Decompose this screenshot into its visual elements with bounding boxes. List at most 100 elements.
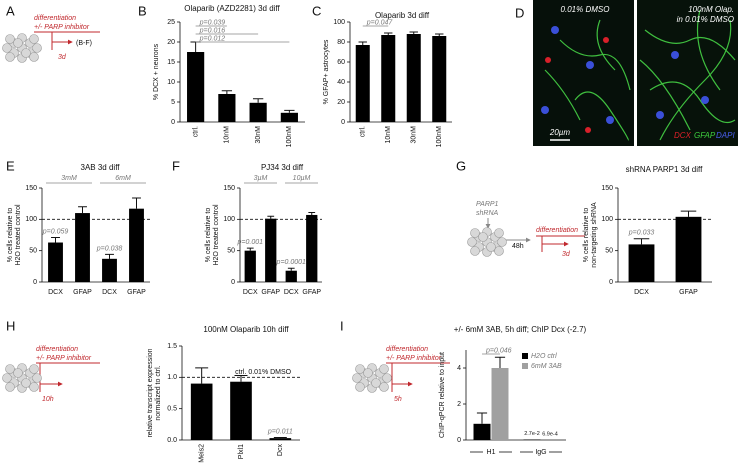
error-bar — [195, 367, 209, 384]
nucleus — [606, 116, 614, 124]
x-tick-label: 30nM — [411, 126, 418, 144]
cell — [13, 38, 23, 48]
error-bar — [234, 374, 248, 382]
y-tick-label: 10 — [167, 79, 175, 86]
panel-letter: E — [6, 158, 15, 173]
cell — [29, 34, 39, 44]
process — [574, 91, 629, 141]
cell — [5, 364, 15, 374]
error-bar — [384, 32, 393, 35]
cell — [363, 368, 373, 378]
chart-title: shRNA PARP1 3d diff — [626, 165, 703, 174]
diagram-text: 5h — [394, 396, 402, 403]
panel-letter: D — [515, 5, 524, 20]
y-tick-label: 20 — [337, 99, 345, 106]
cell — [486, 242, 496, 252]
scale-bar-label: 20µm — [549, 128, 571, 137]
x-tick-label: H1 — [487, 449, 496, 456]
bar — [285, 270, 297, 282]
diagram-text: PARP1 — [476, 201, 499, 208]
nucleus — [656, 111, 664, 119]
x-tick-label: GFAP — [73, 289, 92, 296]
process — [596, 19, 616, 71]
cell — [21, 48, 31, 58]
chart-title: PJ34 3d diff — [261, 163, 304, 172]
cell — [21, 378, 31, 388]
p-value: p=0.046 — [485, 347, 512, 354]
diagram-text: +/- PARP inhibitor — [386, 355, 442, 362]
chart-title: 3AB 3d diff — [81, 163, 121, 172]
p-value: p=0.059 — [42, 228, 69, 235]
p-value: p=0.039 — [199, 19, 226, 26]
bar — [355, 45, 370, 122]
bar — [102, 258, 117, 282]
group-label: 10µM — [293, 175, 311, 182]
panel-letter: B — [138, 3, 147, 18]
y-tick-label: 100 — [223, 216, 235, 223]
cell — [29, 52, 39, 62]
y-tick-label: 50 — [605, 248, 613, 255]
y-tick-label: 0.0 — [167, 437, 177, 444]
y-tick-label: 150 — [25, 185, 37, 192]
cell — [352, 373, 362, 383]
p-value: p=0.012 — [199, 35, 226, 42]
error-bar — [51, 237, 60, 243]
processes — [544, 9, 736, 141]
channel-label: GFAP — [694, 131, 716, 140]
x-tick-label: 30nM — [255, 126, 262, 144]
y-axis-label: ChIP-qPCR relative to input — [439, 352, 446, 438]
x-tick-label: ctrl. — [192, 126, 199, 137]
error-bar — [105, 253, 114, 259]
bar — [381, 35, 396, 122]
x-tick-label: DCX — [634, 289, 649, 296]
cell — [382, 373, 392, 383]
error-bar — [476, 412, 488, 424]
diagram-text: 10h — [42, 396, 54, 403]
bar — [190, 383, 213, 440]
y-tick-label: 2 — [457, 401, 461, 408]
bar — [129, 208, 144, 282]
error-bar — [358, 41, 367, 45]
bar — [628, 244, 655, 282]
cell — [478, 232, 488, 242]
error-bar — [308, 211, 316, 215]
diagram-arrows — [34, 31, 585, 392]
nucleus — [671, 51, 679, 59]
group-label: 3mM — [61, 175, 77, 182]
process — [644, 29, 736, 61]
nuclei — [541, 26, 709, 124]
cell — [32, 373, 42, 383]
p-value: p=0.033 — [628, 230, 655, 237]
diagram-text: differentiation — [34, 15, 76, 22]
x-tick-label: DCX — [284, 289, 299, 296]
process — [696, 9, 721, 91]
cell — [470, 228, 480, 238]
bar — [218, 94, 236, 122]
y-tick-label: 50 — [29, 248, 37, 255]
x-tick-label: GFAP — [679, 289, 698, 296]
process — [649, 81, 736, 124]
y-tick-label: 100 — [601, 216, 613, 223]
bar — [491, 368, 509, 440]
panel-letter: H — [6, 318, 15, 333]
nucleus — [701, 96, 709, 104]
p-value: p=0.016 — [199, 27, 226, 34]
chart-title: Olaparib 3d diff — [375, 11, 430, 20]
bar — [432, 36, 447, 122]
process — [639, 59, 691, 131]
legend-label: 6mM 3AB — [531, 363, 562, 370]
y-tick-label: 100 — [333, 19, 345, 26]
y-tick-label: 4 — [457, 365, 461, 372]
bar — [473, 423, 491, 440]
nucleus — [541, 106, 549, 114]
p-value: p=0.047 — [366, 19, 394, 26]
y-tick-label: 80 — [337, 39, 345, 46]
diagram-text: +/- PARP inhibitor — [36, 355, 92, 362]
cell — [13, 368, 23, 378]
x-tick-label: GFAP — [127, 289, 146, 296]
error-bar — [252, 98, 264, 103]
diagram-text: +/- PARP inhibitor — [34, 24, 90, 31]
y-tick-label: 150 — [601, 185, 613, 192]
y-tick-label: 0 — [33, 279, 37, 286]
y-tick-label: 1.5 — [167, 343, 177, 350]
